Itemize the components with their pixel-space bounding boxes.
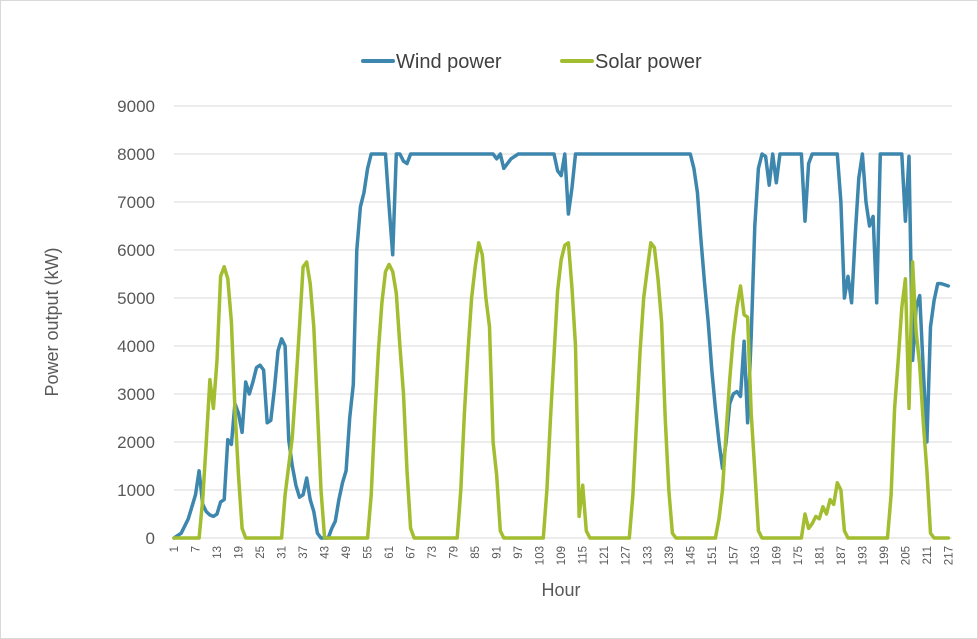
- x-tick-label: 91: [492, 546, 504, 559]
- x-tick-label: 187: [836, 546, 848, 565]
- x-tick-label: 13: [212, 546, 224, 559]
- x-tick-label: 1: [169, 546, 181, 552]
- y-tick-label: 1000: [117, 481, 155, 500]
- x-tick-label: 55: [363, 546, 375, 559]
- series-lines: [172, 152, 951, 540]
- x-tick-label: 103: [535, 546, 547, 565]
- y-axis-ticks: 0 1000 2000 3000 4000 5000 6000 7000 8000 9000: [117, 97, 155, 548]
- y-tick-label: 5000: [117, 289, 155, 308]
- x-tick-label: 139: [664, 546, 676, 565]
- legend: Wind power Solar power: [361, 51, 702, 73]
- y-tick-label: 4000: [117, 337, 155, 356]
- y-tick-label: 2000: [117, 433, 155, 452]
- y-tick-label: 3000: [117, 385, 155, 404]
- y-tick-label: 9000: [117, 97, 155, 116]
- x-tick-label: 175: [793, 546, 805, 565]
- series-line-wind-power: [172, 152, 951, 540]
- x-tick-label: 31: [277, 546, 289, 559]
- x-tick-label: 205: [900, 546, 912, 565]
- x-tick-label: 115: [578, 546, 590, 564]
- x-tick-label: 79: [449, 546, 461, 559]
- x-tick-label: 169: [771, 546, 783, 565]
- x-tick-label: 157: [728, 546, 740, 565]
- x-tick-label: 85: [470, 546, 482, 559]
- x-tick-label: 163: [750, 546, 762, 565]
- x-tick-label: 73: [427, 546, 439, 559]
- x-tick-label: 151: [707, 546, 719, 565]
- x-tick-label: 19: [234, 546, 246, 559]
- x-axis-title: Hour: [541, 580, 580, 600]
- x-tick-label: 181: [814, 546, 826, 565]
- x-tick-label: 43: [320, 546, 332, 559]
- series-line-solar-power: [172, 241, 951, 540]
- x-tick-label: 61: [384, 546, 396, 559]
- x-tick-label: 217: [943, 546, 955, 565]
- x-tick-label: 37: [298, 546, 310, 559]
- y-axis-title: Power output (kW): [42, 247, 62, 396]
- gridlines: [174, 105, 952, 491]
- x-tick-label: 7: [191, 546, 203, 552]
- y-tick-label: 7000: [117, 193, 155, 212]
- x-axis-ticks: 1 7 13 19 25 31 37 43 49 55 61 67 73 79 85 91 97 103 109 11…: [169, 546, 955, 565]
- x-tick-label: 97: [513, 546, 525, 559]
- x-tick-label: 121: [599, 546, 611, 565]
- x-tick-label: 199: [879, 546, 891, 565]
- x-tick-label: 67: [406, 546, 418, 559]
- legend-label: Wind power: [396, 51, 502, 73]
- y-tick-label: 8000: [117, 145, 155, 164]
- x-tick-label: 145: [685, 546, 697, 565]
- x-tick-label: 133: [642, 546, 654, 565]
- legend-label: Solar power: [595, 51, 702, 73]
- x-tick-label: 193: [857, 546, 869, 565]
- x-tick-label: 211: [922, 546, 934, 564]
- y-tick-label: 0: [146, 529, 155, 548]
- x-tick-label: 25: [255, 546, 267, 559]
- x-tick-label: 49: [341, 546, 353, 559]
- x-tick-label: 127: [621, 546, 633, 565]
- x-tick-label: 109: [556, 546, 568, 565]
- y-tick-label: 6000: [117, 241, 155, 260]
